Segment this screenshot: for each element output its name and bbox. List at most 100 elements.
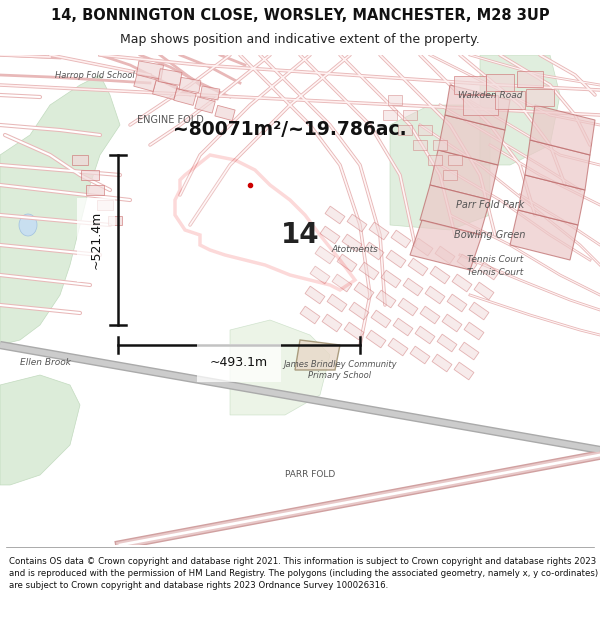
Polygon shape: [391, 230, 411, 248]
Polygon shape: [136, 61, 164, 79]
Text: 14: 14: [281, 221, 319, 249]
Polygon shape: [381, 270, 401, 288]
Polygon shape: [152, 81, 178, 99]
Text: Ellen Brook: Ellen Brook: [19, 359, 71, 368]
Polygon shape: [435, 246, 455, 264]
Polygon shape: [403, 110, 417, 120]
Polygon shape: [454, 362, 474, 380]
Polygon shape: [464, 322, 484, 340]
Polygon shape: [517, 71, 543, 87]
Polygon shape: [108, 216, 122, 224]
Text: Tennis Court: Tennis Court: [467, 256, 523, 264]
Polygon shape: [438, 115, 505, 165]
Polygon shape: [174, 89, 196, 106]
Polygon shape: [430, 150, 498, 200]
Polygon shape: [398, 125, 412, 135]
Polygon shape: [526, 89, 554, 106]
Polygon shape: [371, 310, 391, 328]
Text: Parr Fold Park: Parr Fold Park: [456, 200, 524, 210]
Polygon shape: [295, 340, 340, 370]
Polygon shape: [418, 125, 432, 135]
Polygon shape: [469, 302, 489, 320]
Polygon shape: [420, 306, 440, 324]
Text: Walkden Road: Walkden Road: [458, 91, 522, 99]
Text: 14, BONNINGTON CLOSE, WORSLEY, MANCHESTER, M28 3UP: 14, BONNINGTON CLOSE, WORSLEY, MANCHESTE…: [50, 8, 550, 23]
Polygon shape: [510, 210, 578, 260]
Polygon shape: [452, 274, 472, 292]
Polygon shape: [463, 95, 497, 115]
Polygon shape: [410, 220, 482, 270]
Polygon shape: [305, 286, 325, 304]
Polygon shape: [398, 298, 418, 316]
Polygon shape: [0, 375, 80, 485]
Polygon shape: [486, 74, 514, 91]
Polygon shape: [332, 274, 352, 292]
Polygon shape: [376, 290, 396, 308]
Polygon shape: [410, 346, 430, 364]
Text: Harrop Fold School: Harrop Fold School: [55, 71, 135, 79]
Text: Tennis Court: Tennis Court: [467, 269, 523, 278]
Polygon shape: [300, 306, 320, 324]
Ellipse shape: [19, 214, 37, 236]
Polygon shape: [86, 185, 104, 195]
Polygon shape: [403, 278, 423, 296]
Polygon shape: [366, 330, 386, 348]
Polygon shape: [425, 286, 445, 304]
Text: Contains OS data © Crown copyright and database right 2021. This information is : Contains OS data © Crown copyright and d…: [9, 557, 598, 589]
Polygon shape: [215, 106, 235, 121]
Polygon shape: [495, 91, 525, 109]
Polygon shape: [445, 85, 510, 130]
Polygon shape: [480, 55, 560, 165]
Polygon shape: [97, 200, 113, 210]
Polygon shape: [175, 155, 355, 290]
Text: James Brindley Community
Primary School: James Brindley Community Primary School: [283, 360, 397, 380]
Polygon shape: [354, 282, 374, 300]
Polygon shape: [158, 69, 182, 85]
Polygon shape: [433, 140, 447, 150]
Polygon shape: [320, 226, 340, 244]
Polygon shape: [383, 110, 397, 120]
Polygon shape: [474, 282, 494, 300]
Polygon shape: [81, 170, 99, 180]
Text: PARR FOLD: PARR FOLD: [285, 471, 335, 479]
Polygon shape: [428, 155, 442, 165]
Text: ~521.4m: ~521.4m: [89, 211, 103, 269]
Polygon shape: [530, 105, 595, 155]
Text: ~80071m²/~19.786ac.: ~80071m²/~19.786ac.: [173, 121, 407, 139]
Polygon shape: [447, 294, 467, 312]
Polygon shape: [349, 302, 369, 320]
Polygon shape: [364, 242, 384, 260]
Polygon shape: [388, 338, 408, 356]
Polygon shape: [315, 246, 335, 264]
Text: ENGINE FOLD: ENGINE FOLD: [137, 115, 203, 125]
Text: Map shows position and indicative extent of the property.: Map shows position and indicative extent…: [120, 33, 480, 46]
Polygon shape: [518, 175, 585, 225]
Polygon shape: [179, 78, 201, 92]
Polygon shape: [0, 75, 120, 345]
Polygon shape: [457, 254, 477, 272]
Polygon shape: [310, 266, 330, 284]
Polygon shape: [344, 322, 364, 340]
Polygon shape: [388, 95, 402, 105]
Polygon shape: [432, 354, 452, 372]
Polygon shape: [369, 222, 389, 240]
Polygon shape: [413, 140, 427, 150]
Polygon shape: [359, 262, 379, 280]
Polygon shape: [322, 314, 342, 332]
Polygon shape: [393, 318, 413, 336]
Polygon shape: [347, 214, 367, 232]
Text: Atotments: Atotments: [332, 246, 379, 254]
Polygon shape: [408, 258, 428, 276]
Polygon shape: [342, 234, 362, 252]
Polygon shape: [134, 74, 156, 91]
Polygon shape: [443, 170, 457, 180]
Polygon shape: [525, 140, 590, 190]
Polygon shape: [448, 155, 462, 165]
Polygon shape: [415, 326, 435, 344]
Text: Bowling Green: Bowling Green: [454, 230, 526, 240]
Polygon shape: [430, 266, 450, 284]
Polygon shape: [72, 155, 88, 165]
Polygon shape: [327, 294, 347, 312]
Polygon shape: [454, 76, 486, 94]
Polygon shape: [479, 262, 499, 280]
